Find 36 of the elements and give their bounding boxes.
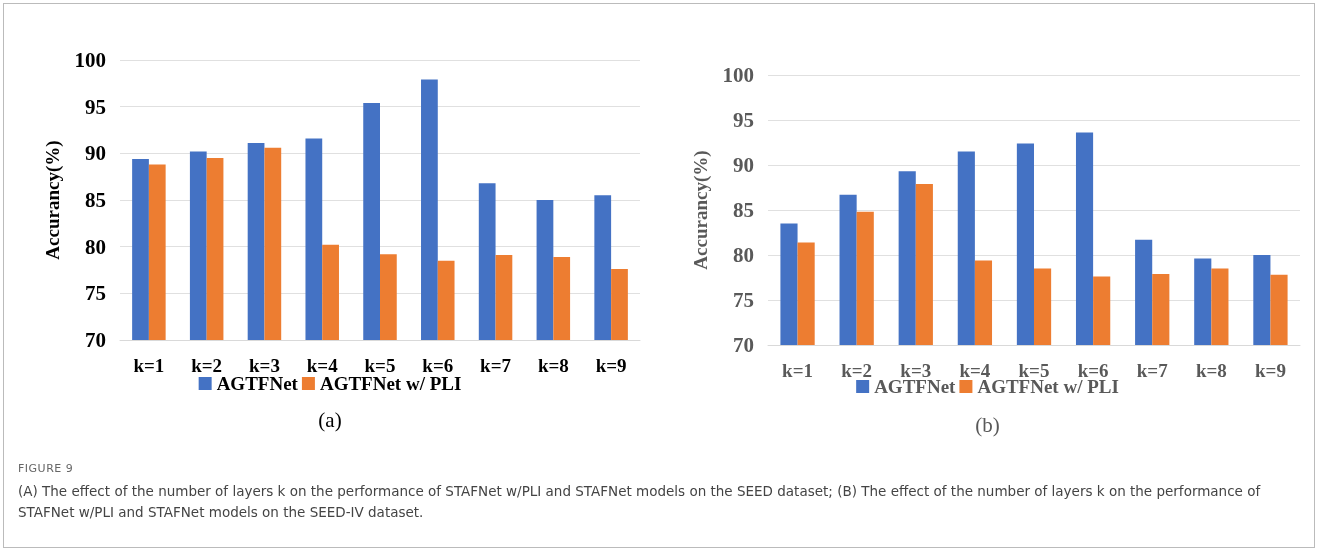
x-tick-label: k=8	[1195, 360, 1227, 381]
caption: FIGURE 9	[18, 461, 75, 477]
x-tick-label: k=2	[191, 355, 223, 376]
y-tick-label: 100	[74, 48, 106, 72]
y-tick-label: 90	[733, 153, 754, 177]
legend-label: AGTFNet w/ PLI	[319, 373, 462, 394]
x-tick-label: k=9	[595, 355, 627, 376]
y-tick-label: 70	[733, 333, 754, 357]
x-tick-label: k=1	[782, 360, 814, 381]
y-tick-label: 90	[85, 141, 106, 166]
text: (A) The effect of the number of layers k on the performance of STAFNet w/PLI and STAFNet models on the SEED dataset; (B) The effect of the number of layers k on the performance of STAFNet w/PLI and STAFNet models on the SEED-IV dataset.	[18, 482, 1262, 522]
y-tick-label: 75	[85, 281, 106, 306]
y-tick-label: 80	[85, 234, 106, 259]
x-tick-label: k=7	[1136, 360, 1169, 381]
y-tick-label: 95	[733, 108, 754, 132]
x-axis-title: (b)	[975, 412, 1000, 437]
y-tick-label: 100	[722, 63, 754, 87]
y-tick-label: 75	[733, 288, 754, 312]
x-axis-title: (a)	[318, 407, 342, 432]
x-tick-label: k=6	[422, 355, 454, 376]
x-tick-label: k=4	[306, 355, 339, 376]
y-axis-title: Accurancy(%)	[42, 140, 64, 260]
y-tick-label: 80	[733, 243, 754, 267]
y-axis-title: Accurancy(%)	[690, 150, 712, 270]
x-tick-label: k=3	[248, 355, 280, 376]
y-tick-label: 85	[733, 198, 754, 222]
y-tick-label: 85	[85, 188, 106, 212]
x-tick-label: k=5	[364, 355, 396, 376]
x-tick-label: k=2	[841, 360, 873, 381]
x-tick-label: k=7	[480, 355, 512, 376]
y-tick-label: 70	[85, 328, 106, 352]
x-tick-label: k=9	[1254, 360, 1286, 381]
legend-label: AGTFNet	[216, 373, 299, 394]
x-tick-label: k=8	[537, 355, 569, 376]
y-tick-label: 95	[85, 94, 106, 119]
x-tick-label: k=1	[133, 355, 165, 376]
